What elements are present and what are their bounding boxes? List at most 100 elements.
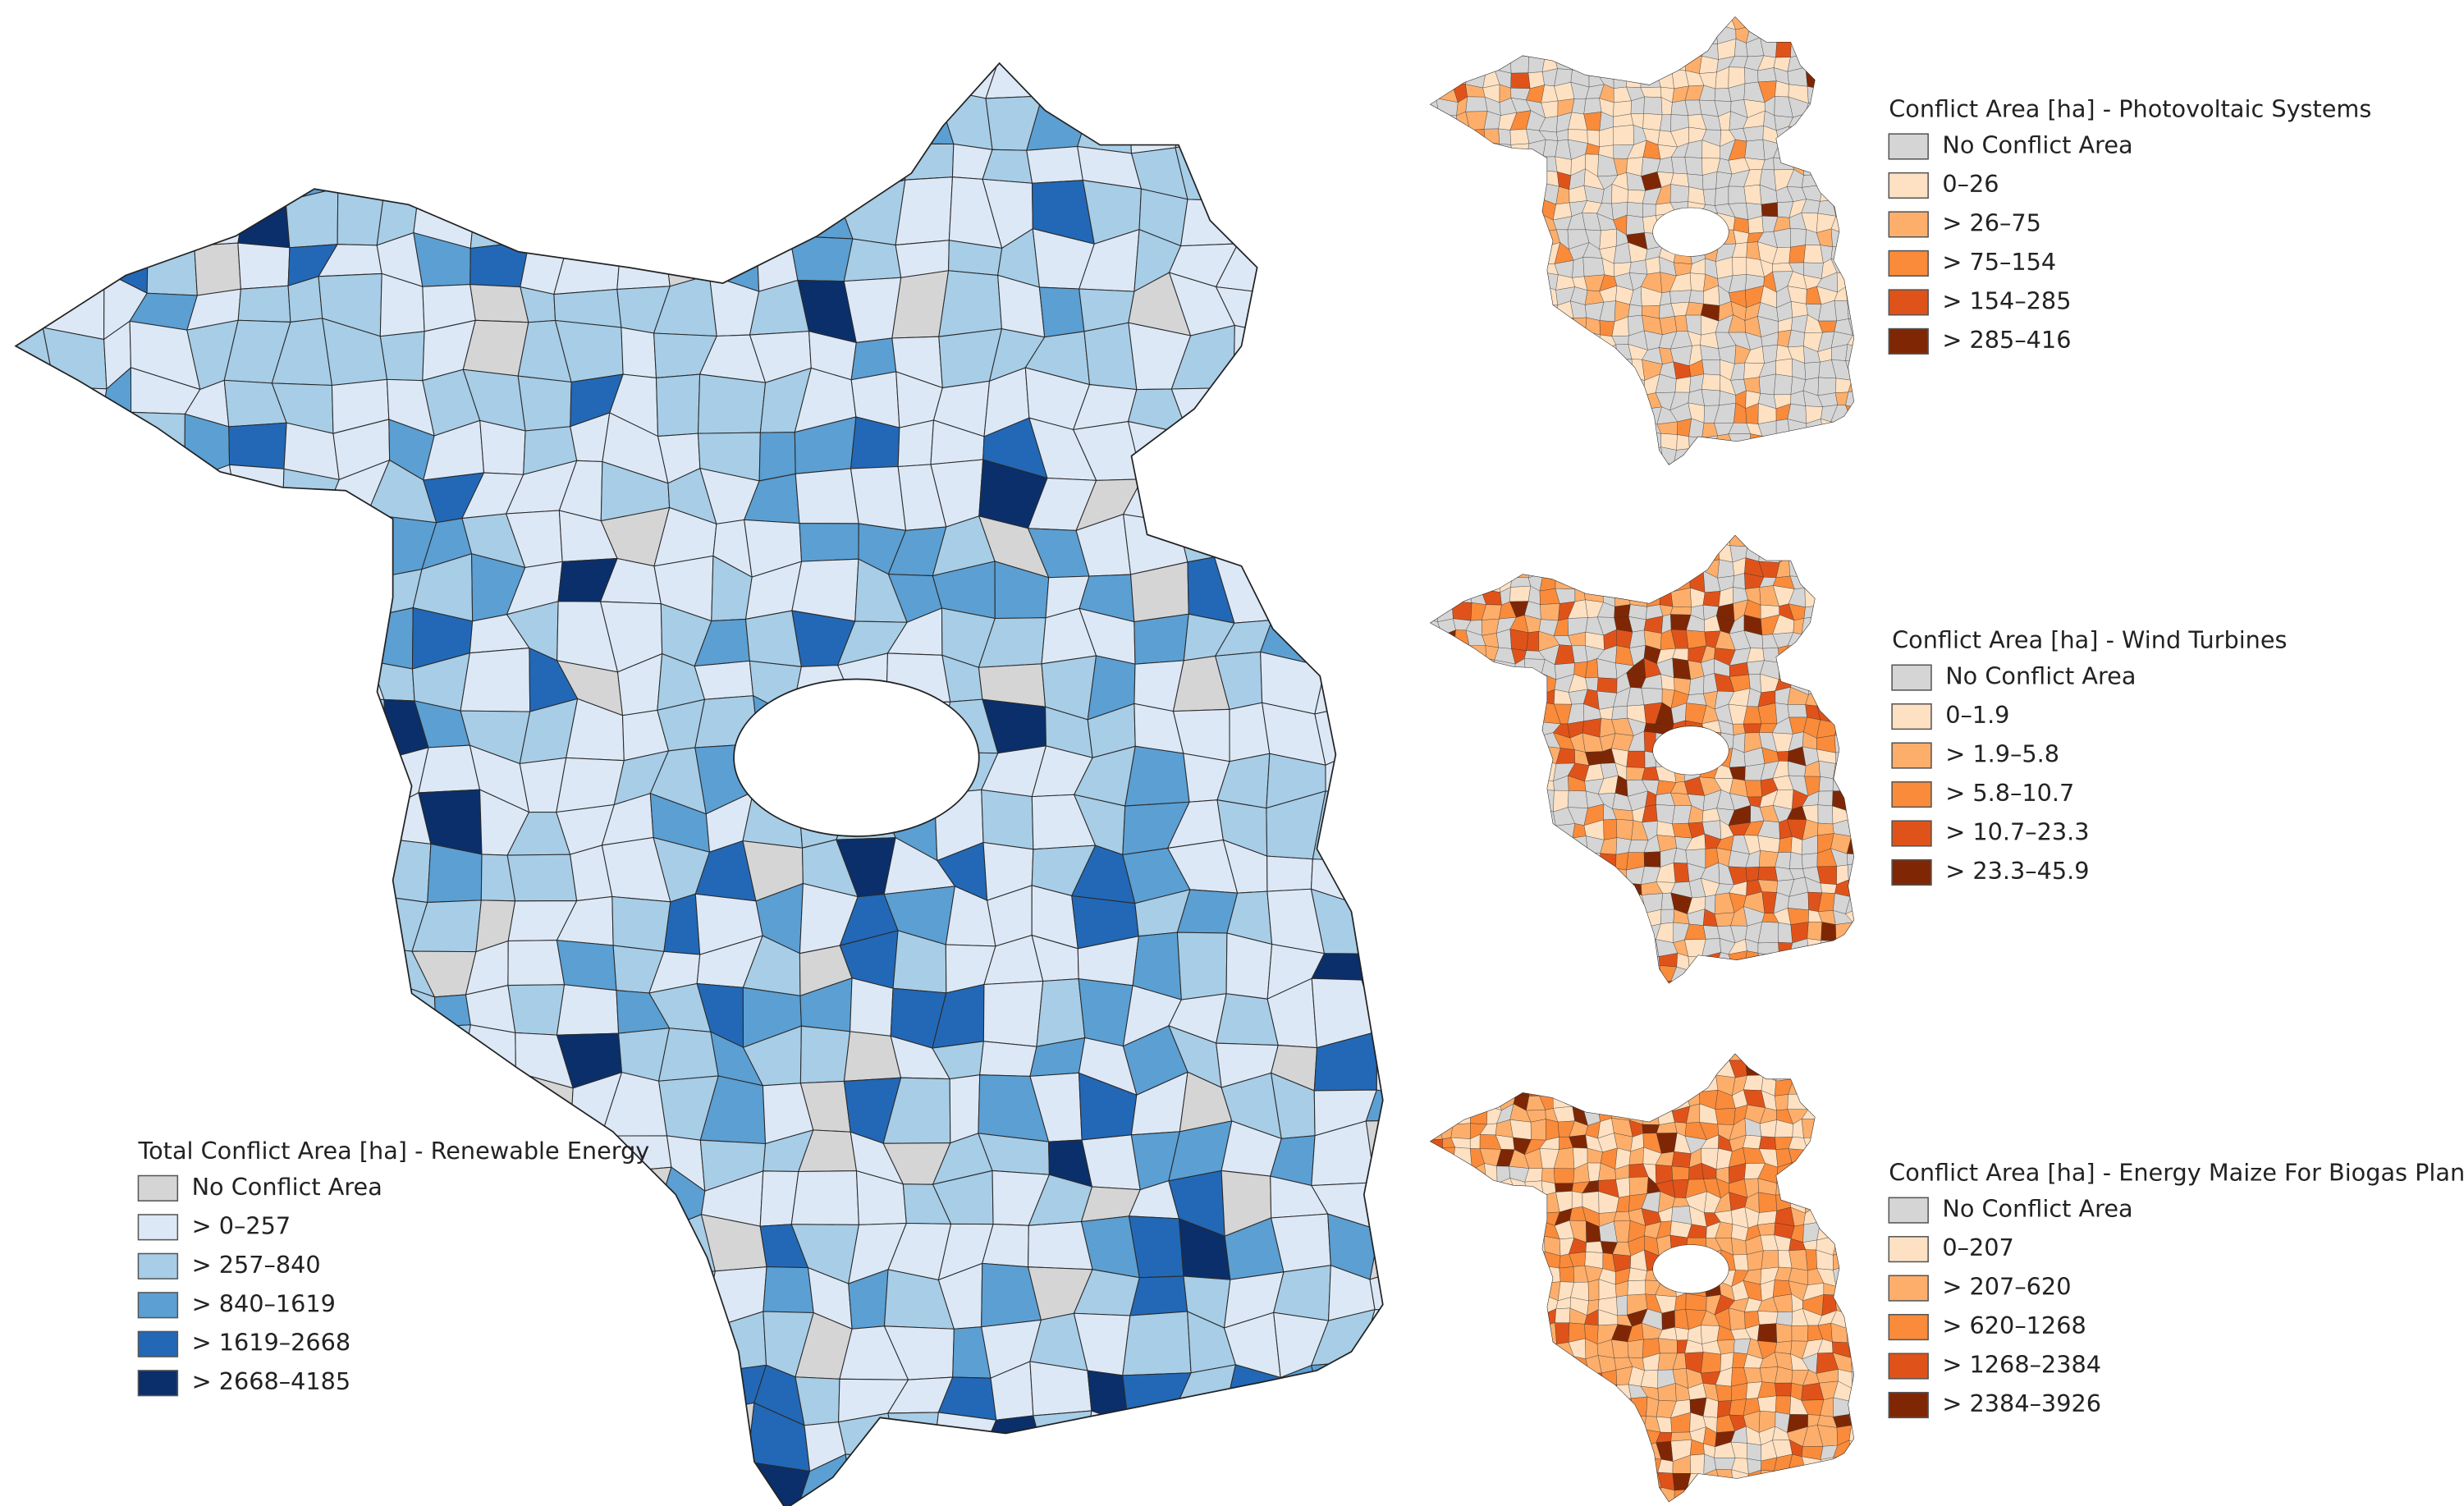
region bbox=[1845, 535, 1854, 548]
region bbox=[93, 1087, 144, 1132]
region bbox=[414, 1322, 478, 1377]
region bbox=[1569, 952, 1587, 970]
region bbox=[1585, 1061, 1601, 1083]
region bbox=[1440, 1414, 1457, 1432]
region bbox=[1760, 1053, 1779, 1068]
region bbox=[1787, 704, 1807, 718]
region bbox=[1570, 1428, 1587, 1445]
region bbox=[1830, 228, 1852, 248]
region bbox=[1701, 24, 1718, 44]
region bbox=[1862, 1458, 1882, 1474]
region bbox=[1127, 63, 1189, 100]
region bbox=[1656, 1107, 1675, 1125]
region bbox=[1846, 1311, 1854, 1329]
region bbox=[1451, 1251, 1471, 1272]
region bbox=[45, 603, 105, 664]
region bbox=[1528, 864, 1546, 886]
region bbox=[1450, 675, 1472, 694]
region bbox=[1480, 808, 1501, 826]
region bbox=[1509, 733, 1529, 751]
region bbox=[1453, 1461, 1468, 1475]
region bbox=[1409, 465, 1466, 518]
region bbox=[1526, 1443, 1545, 1459]
region bbox=[1821, 154, 1834, 175]
region bbox=[1830, 170, 1852, 188]
legend-label: > 285–416 bbox=[1942, 326, 2071, 354]
region bbox=[1640, 1499, 1660, 1502]
region bbox=[753, 694, 794, 766]
region bbox=[506, 854, 578, 902]
region bbox=[1497, 286, 1516, 305]
region bbox=[1847, 854, 1854, 866]
region bbox=[1555, 1356, 1574, 1371]
region bbox=[1802, 16, 1824, 28]
region bbox=[1357, 368, 1383, 431]
region bbox=[1363, 661, 1383, 718]
region bbox=[1452, 1106, 1471, 1125]
region bbox=[135, 1087, 199, 1138]
region bbox=[88, 1501, 154, 1506]
region bbox=[1627, 912, 1646, 929]
region bbox=[1628, 541, 1649, 560]
region bbox=[1361, 703, 1383, 750]
region bbox=[1438, 629, 1456, 650]
region bbox=[1024, 1453, 1088, 1506]
region bbox=[1644, 750, 1656, 768]
region bbox=[1365, 272, 1383, 321]
region bbox=[1613, 55, 1631, 75]
region bbox=[1365, 1089, 1383, 1122]
region bbox=[1542, 689, 1555, 705]
region bbox=[1582, 257, 1605, 277]
region bbox=[1847, 200, 1854, 220]
region bbox=[1479, 535, 1500, 547]
region bbox=[1611, 1339, 1629, 1358]
region bbox=[1540, 1053, 1559, 1066]
region bbox=[1656, 54, 1677, 75]
region bbox=[1451, 587, 1472, 603]
region bbox=[1482, 921, 1503, 943]
region bbox=[16, 185, 59, 238]
region bbox=[1438, 28, 1458, 40]
region bbox=[1585, 317, 1601, 336]
region bbox=[1701, 1063, 1720, 1076]
region bbox=[1526, 170, 1546, 185]
region bbox=[1787, 908, 1809, 925]
region bbox=[1437, 1323, 1458, 1345]
region bbox=[1482, 1458, 1502, 1476]
region bbox=[1467, 42, 1485, 59]
region bbox=[1817, 1090, 1834, 1107]
region bbox=[16, 1031, 54, 1086]
region bbox=[1864, 187, 1876, 201]
region bbox=[1307, 94, 1379, 153]
region bbox=[1568, 979, 1588, 984]
legend-label: > 10.7–23.3 bbox=[1945, 818, 2089, 846]
region bbox=[603, 63, 656, 97]
region bbox=[1618, 16, 1633, 25]
region bbox=[1669, 290, 1692, 304]
legend-swatch bbox=[137, 1292, 179, 1319]
region bbox=[1495, 361, 1514, 381]
region bbox=[1483, 1413, 1500, 1428]
region bbox=[1524, 1293, 1543, 1315]
region bbox=[655, 373, 701, 437]
region bbox=[1495, 1281, 1517, 1299]
region bbox=[600, 1373, 665, 1424]
region bbox=[1789, 436, 1807, 453]
region bbox=[1498, 27, 1517, 43]
region bbox=[1583, 570, 1603, 590]
region bbox=[1626, 964, 1646, 984]
region bbox=[1847, 1134, 1854, 1151]
region bbox=[1570, 1395, 1584, 1416]
region bbox=[1468, 1354, 1486, 1374]
region bbox=[43, 1123, 94, 1190]
region bbox=[1467, 362, 1486, 381]
region bbox=[1496, 1356, 1515, 1372]
region bbox=[1848, 54, 1854, 73]
region bbox=[1552, 1369, 1574, 1389]
region bbox=[1511, 984, 1529, 1000]
region bbox=[1453, 690, 1472, 708]
region bbox=[1515, 271, 1531, 294]
region bbox=[322, 1074, 387, 1136]
region bbox=[1511, 184, 1530, 203]
region bbox=[808, 63, 855, 103]
